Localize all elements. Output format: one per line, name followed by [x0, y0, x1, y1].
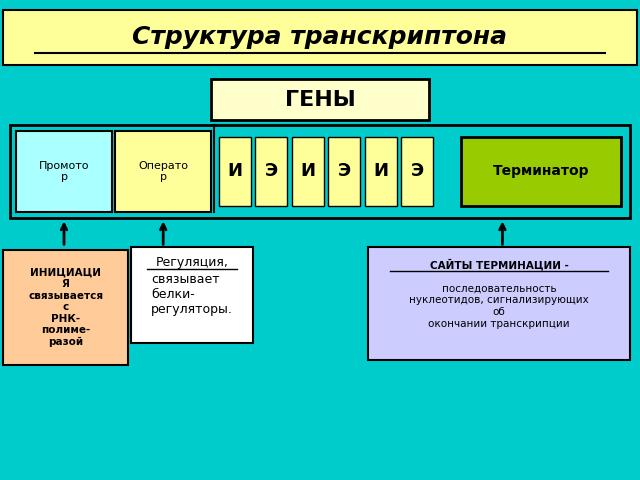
Bar	[131, 247, 253, 343]
Text: Регуляция,: Регуляция,	[156, 256, 228, 269]
Text: ИНИЦИАЦИ
Я
связывается
с
РНК-
полиме-
разой: ИНИЦИАЦИ Я связывается с РНК- полиме- ра…	[28, 267, 103, 347]
Text: Промото
р: Промото р	[39, 160, 89, 182]
Text: И: И	[373, 162, 388, 180]
Bar	[115, 131, 211, 212]
Text: Операто
р: Операто р	[138, 160, 188, 182]
Text: Э: Э	[265, 162, 278, 180]
Bar	[292, 137, 324, 206]
Bar	[368, 247, 630, 360]
Text: Терминатор: Терминатор	[493, 164, 589, 179]
Bar	[3, 250, 128, 365]
Bar	[3, 10, 637, 65]
Text: И: И	[227, 162, 243, 180]
Bar	[365, 137, 397, 206]
Bar	[10, 125, 630, 218]
Text: последовательность
нуклеотидов, сигнализирующих
об
окончании транскрипции: последовательность нуклеотидов, сигнализ…	[410, 284, 589, 329]
Bar	[328, 137, 360, 206]
Text: И: И	[300, 162, 316, 180]
Bar	[461, 137, 621, 206]
Text: Э: Э	[338, 162, 351, 180]
Text: САЙТЫ ТЕРМИНАЦИИ -: САЙТЫ ТЕРМИНАЦИИ -	[430, 259, 568, 271]
Bar	[16, 131, 112, 212]
Bar	[401, 137, 433, 206]
Text: связывает
белки-
регуляторы.: связывает белки- регуляторы.	[151, 273, 233, 316]
Bar	[211, 79, 429, 120]
Text: Э: Э	[411, 162, 424, 180]
Text: ГЕНЫ: ГЕНЫ	[285, 90, 355, 110]
Bar	[219, 137, 251, 206]
Bar	[255, 137, 287, 206]
Text: Структура транскриптона: Структура транскриптона	[132, 25, 508, 49]
